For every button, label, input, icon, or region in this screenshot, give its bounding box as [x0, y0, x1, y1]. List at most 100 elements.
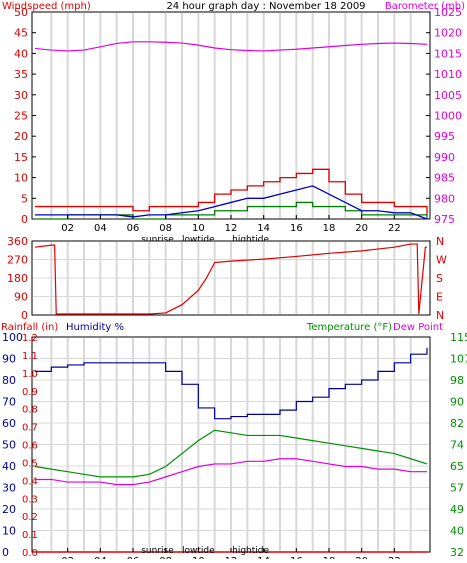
temp-y-tick-label: 40: [450, 525, 464, 538]
direction-y-tick-label: 90: [14, 291, 28, 304]
humidity-y-tick-label: 0: [2, 546, 9, 559]
baro-y-tick-label: 1010: [434, 68, 462, 81]
baro-y-tick-label: 985: [434, 172, 455, 185]
wind-y-tick-label: 40: [14, 47, 28, 60]
direction-y-tick-label: 0: [21, 309, 28, 322]
y-axis-label-temperature: Temperature (°F): [306, 322, 392, 333]
average-series-line: [35, 185, 428, 220]
rain-y-tick-label: 0.4: [22, 476, 38, 487]
humidity-y-tick-label: 90: [2, 353, 16, 366]
baro-y-tick-label: 980: [434, 192, 455, 205]
wind-x-tick-label: 20: [355, 223, 368, 234]
rain-y-tick-label: 0.0: [22, 548, 38, 559]
temp-y-tick-label: 65: [450, 460, 464, 473]
direction-y-tick-label: 270: [7, 254, 28, 267]
y-axis-label-humidity: Humidity %: [66, 322, 124, 333]
y2-axis-label-barometer: Barometer (mb): [385, 1, 465, 12]
wind-x-tick-label: 12: [225, 223, 238, 234]
rain-y-tick-label: 1.1: [22, 351, 38, 362]
wind-y-tick-label: 20: [14, 130, 28, 143]
wind-y-tick-label: 30: [14, 89, 28, 102]
humidity-y-tick-label: 80: [2, 374, 16, 387]
rain-y-tick-label: 1.2: [22, 333, 38, 344]
rain-y-tick-label: 0.9: [22, 387, 38, 398]
baro-y-tick-label: 990: [434, 151, 455, 164]
baro-y-tick-label: 1005: [434, 89, 462, 102]
rain-y-tick-label: 0.7: [22, 423, 38, 434]
temperature-series-line: [34, 429, 428, 478]
compass-tick-label: N: [436, 309, 444, 322]
baro-y-tick-label: 1000: [434, 110, 462, 123]
compass-tick-label: N: [436, 235, 444, 248]
wind-x-tick-label: 18: [323, 223, 336, 234]
sunrise-marker-label: sunrise: [141, 235, 174, 245]
baro-y-tick-label: 975: [434, 213, 455, 226]
compass-tick-label: S: [436, 272, 443, 285]
wind-x-tick-label: 14: [257, 223, 270, 234]
direction-series-line: [34, 243, 427, 315]
compass-tick-label: E: [436, 291, 443, 304]
rain-y-tick-label: 0.6: [22, 441, 38, 452]
humidity-y-tick-label: 30: [2, 482, 16, 495]
temp-y-tick-label: 90: [450, 396, 464, 409]
humidity-series-line: [35, 347, 428, 420]
temp-y-tick-label: 32: [450, 546, 464, 559]
humidity-y-tick-label: 20: [2, 503, 16, 516]
wind-y-tick-label: 50: [14, 6, 28, 19]
rain-y-tick-label: 0.5: [22, 458, 38, 469]
wind-y-tick-label: 15: [14, 151, 28, 164]
rain-y-tick-label: 1.0: [22, 369, 38, 380]
temp-y-tick-label: 82: [450, 417, 464, 430]
wind-x-tick-label: 22: [388, 223, 401, 234]
rain-y-tick-label: 0.1: [22, 530, 38, 541]
temp-y-tick-label: 49: [450, 503, 464, 516]
wind-y-tick-label: 5: [21, 192, 28, 205]
lowtide-marker-label: lowtide: [182, 235, 215, 245]
barometer-series-line: [34, 41, 428, 52]
temp-y-tick-label: 98: [450, 374, 464, 387]
hightide-marker-label-bottom: hightide: [232, 546, 269, 556]
direction-y-tick-label: 180: [7, 272, 28, 285]
dewpoint-series-line: [35, 458, 427, 486]
rain-y-tick-label: 0.8: [22, 405, 38, 416]
y-axis-label-windspeed: Windspeed (mph): [2, 1, 91, 12]
y-axis-label-rainfall: Rainfall (in): [1, 322, 58, 333]
baro-y-tick-label: 1020: [434, 27, 462, 40]
wind-y-tick-label: 10: [14, 172, 28, 185]
humidity-y-tick-label: 50: [2, 439, 16, 452]
temp-y-tick-label: 107: [450, 353, 467, 366]
wind-x-tick-label: 02: [61, 223, 74, 234]
wind-y-tick-label: 25: [14, 110, 28, 123]
wind-x-tick-label: 16: [290, 223, 303, 234]
wind-y-tick-label: 35: [14, 68, 28, 81]
humidity-y-tick-label: 60: [2, 417, 16, 430]
compass-tick-label: W: [436, 254, 447, 267]
humidity-y-tick-label: 40: [2, 460, 16, 473]
rain-y-tick-label: 0.2: [22, 512, 38, 523]
wind-x-tick-label: 04: [94, 223, 107, 234]
wind-y-tick-label: 0: [21, 213, 28, 226]
humidity-y-tick-label: 100: [2, 331, 23, 344]
wind-y-tick-label: 45: [14, 27, 28, 40]
hightide-marker-label: hightide: [232, 235, 269, 245]
wind-x-tick-label: 08: [159, 223, 172, 234]
temp-y-tick-label: 74: [450, 439, 464, 452]
sunrise-marker-label-bottom: sunrise: [141, 546, 174, 556]
humidity-y-tick-label: 70: [2, 396, 16, 409]
chart-title: 24 hour graph day : November 18 2009: [166, 1, 365, 12]
humidity-y-tick-label: 10: [2, 525, 16, 538]
gust-series-line: [35, 168, 428, 215]
temp-y-tick-label: 57: [450, 482, 464, 495]
wind-x-tick-label: 10: [192, 223, 205, 234]
y-axis-label-dewpoint: Dew Point: [393, 322, 443, 333]
baro-y-tick-label: 995: [434, 130, 455, 143]
rain-y-tick-label: 0.3: [22, 494, 38, 505]
temp-y-tick-label: 115: [450, 331, 467, 344]
direction-y-tick-label: 360: [7, 235, 28, 248]
lowtide-marker-label-bottom: lowtide: [182, 546, 215, 556]
baro-y-tick-label: 1025: [434, 6, 462, 19]
wind-x-tick-label: 06: [127, 223, 140, 234]
baro-y-tick-label: 1015: [434, 47, 462, 60]
